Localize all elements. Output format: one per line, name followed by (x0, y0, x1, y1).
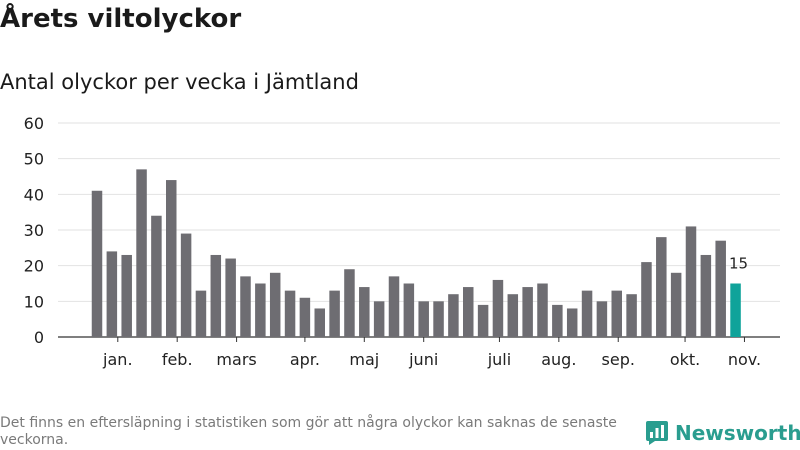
bar (180, 233, 192, 337)
bar (284, 290, 296, 337)
y-tick-label: 30 (24, 221, 44, 240)
bar (477, 304, 489, 337)
bar-chart: 0 10 20 30 40 50 60 15 jan. feb. mars apr. maj juni ju… (24, 114, 780, 369)
brand-name: Newsworthy (675, 421, 800, 445)
bar (507, 294, 519, 337)
bar (418, 301, 429, 337)
bar (641, 262, 652, 337)
bar (314, 308, 325, 337)
x-tick-label: apr. (290, 350, 320, 369)
y-tick-label: 50 (24, 150, 44, 169)
bar (611, 290, 622, 337)
chart-title: Årets viltolyckor (0, 4, 242, 34)
bar (492, 279, 504, 337)
bar (225, 258, 236, 337)
bar (566, 308, 578, 337)
y-tick-label: 10 (24, 292, 44, 311)
bar (121, 254, 132, 337)
y-tick-label: 60 (24, 114, 44, 133)
bar (522, 287, 533, 337)
bar (596, 301, 608, 337)
y-tick-label: 0 (34, 328, 44, 347)
data-label: 15 (729, 255, 748, 273)
bar (403, 283, 415, 337)
bar (448, 294, 459, 337)
bar (463, 287, 474, 337)
x-tick-label: aug. (541, 350, 576, 369)
bar (715, 240, 726, 337)
bar (581, 290, 593, 337)
bar-current-week (730, 283, 741, 337)
x-tick-label: feb. (162, 350, 193, 369)
bar (106, 251, 118, 337)
bar (195, 290, 207, 337)
bar (388, 276, 400, 337)
bar (344, 269, 355, 337)
bar (329, 290, 340, 337)
bar (299, 297, 311, 337)
bar (670, 272, 682, 337)
x-tick-label: juni (408, 350, 438, 369)
y-tick-label: 40 (24, 185, 44, 204)
y-tick-label: 20 (24, 257, 44, 276)
bar (151, 215, 162, 337)
bar (240, 276, 251, 337)
brand: Newsworthy (645, 420, 800, 446)
bar (359, 287, 370, 337)
bar (210, 254, 222, 337)
bar (552, 304, 563, 337)
bar (269, 272, 281, 337)
x-tick-label: jan. (102, 350, 132, 369)
x-tick-label: maj (349, 350, 379, 369)
x-tick-label: nov. (728, 350, 761, 369)
x-tick-label: okt. (670, 350, 700, 369)
bar (255, 283, 266, 337)
x-tick-label: juli (487, 350, 511, 369)
bar (166, 180, 177, 337)
bar (373, 301, 385, 337)
x-tick-label: sep. (602, 350, 635, 369)
x-tick-label: mars (216, 350, 256, 369)
bar (685, 226, 697, 337)
chart-subtitle: Antal olyckor per vecka i Jämtland (0, 70, 359, 94)
bar (656, 237, 667, 337)
bar (136, 169, 147, 337)
bar (537, 283, 548, 337)
bar (91, 190, 103, 337)
bar (433, 301, 444, 337)
bar (700, 254, 712, 337)
bar (626, 294, 637, 337)
footnote: Det finns en eftersläpning i statistiken… (0, 415, 617, 448)
newsworthy-logo-icon (646, 421, 668, 445)
